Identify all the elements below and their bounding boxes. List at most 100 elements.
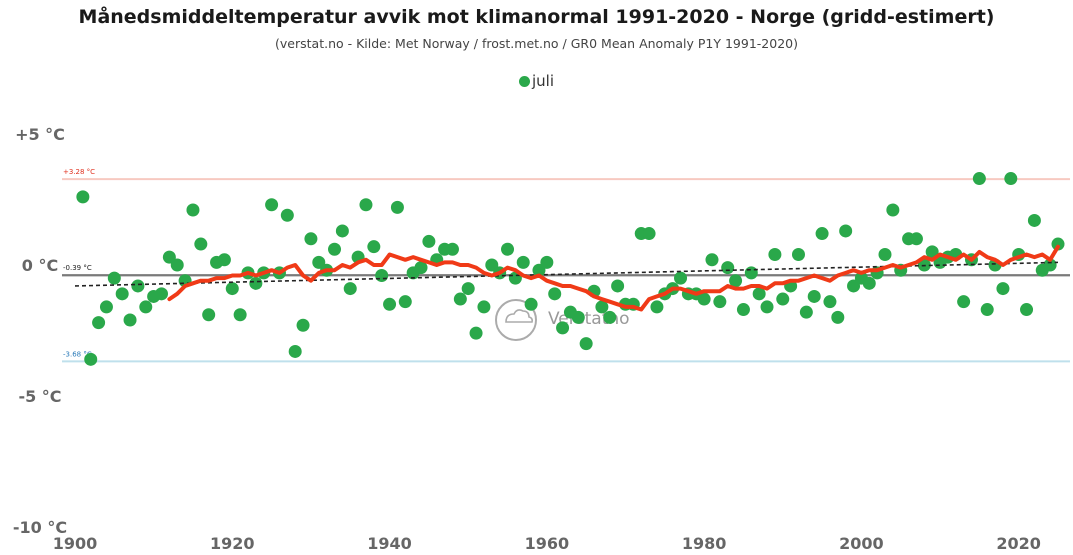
data-point <box>115 287 129 301</box>
data-point <box>194 237 208 251</box>
data-point <box>225 282 239 296</box>
data-point <box>744 266 758 280</box>
legend-marker <box>519 75 530 87</box>
chart-title: Månedsmiddeltemperatur avvik mot klimano… <box>78 6 995 28</box>
data-point <box>202 308 216 322</box>
data-point <box>84 352 98 366</box>
data-point <box>1004 172 1018 186</box>
data-point <box>296 318 310 332</box>
data-point <box>233 308 247 322</box>
x-axis-ticks: 1900 1920 1940 1960 1980 2000 2020 <box>53 534 1041 553</box>
data-point <box>76 190 90 204</box>
data-point <box>107 271 121 285</box>
data-point <box>1020 303 1034 317</box>
data-point <box>925 245 939 259</box>
data-point <box>375 268 389 282</box>
reference-line-label-0: +3.28 °C <box>63 168 95 176</box>
data-point <box>304 232 318 246</box>
data-point <box>571 310 585 324</box>
data-point <box>343 282 357 296</box>
x-tick-label: 2000 <box>839 534 884 553</box>
data-point <box>1027 213 1041 227</box>
data-point <box>390 200 404 214</box>
data-point <box>422 234 436 248</box>
data-point <box>776 292 790 306</box>
data-point <box>807 289 821 303</box>
data-point <box>453 292 467 306</box>
data-point <box>249 276 263 290</box>
data-point <box>721 261 735 275</box>
data-point <box>532 263 546 277</box>
data-point <box>839 224 853 238</box>
legend-label: juli <box>532 72 555 90</box>
data-point <box>131 279 145 293</box>
data-point <box>760 300 774 314</box>
data-point <box>155 287 169 301</box>
data-point <box>162 250 176 264</box>
moving-average-line <box>167 244 1060 312</box>
reference-line-label-2: -3.68 °C <box>63 350 92 358</box>
data-point <box>288 344 302 358</box>
data-point <box>980 303 994 317</box>
data-point <box>909 232 923 246</box>
data-point <box>540 255 554 269</box>
x-tick-label: 1900 <box>53 534 98 553</box>
data-point <box>99 300 113 314</box>
data-point <box>957 295 971 309</box>
data-point <box>170 258 184 272</box>
x-tick-label: 1960 <box>525 534 570 553</box>
reference-line-label-1: -0.39 °C <box>63 264 92 272</box>
data-point <box>878 248 892 262</box>
data-point <box>705 253 719 267</box>
watermark-cloud-icon <box>505 309 533 323</box>
x-tick-label: 2020 <box>996 534 1041 553</box>
data-point <box>556 321 570 335</box>
data-point <box>823 295 837 309</box>
data-point <box>611 279 625 293</box>
data-point <box>461 282 475 296</box>
data-point <box>1043 258 1057 272</box>
data-point <box>414 261 428 275</box>
data-point <box>579 337 593 351</box>
legend-item-juli[interactable]: juli <box>519 72 554 90</box>
data-point <box>445 242 459 256</box>
watermark-logo-icon <box>495 299 537 341</box>
data-point <box>799 305 813 319</box>
y-tick-label: -5 °C <box>18 387 61 406</box>
data-point <box>335 224 349 238</box>
data-point <box>92 316 106 330</box>
data-point <box>123 313 137 327</box>
data-point <box>359 198 373 212</box>
data-point <box>469 326 483 340</box>
data-point <box>398 295 412 309</box>
data-point <box>501 242 515 256</box>
data-point <box>217 253 231 267</box>
data-point <box>280 208 294 222</box>
data-point <box>265 198 279 212</box>
data-point <box>862 276 876 290</box>
data-point <box>831 310 845 324</box>
y-axis-ticks: +5 °C 0 °C -5 °C -10 °C <box>13 125 67 537</box>
x-tick-label: 1940 <box>367 534 412 553</box>
scatter-series-juli <box>76 172 1065 366</box>
data-point <box>603 310 617 324</box>
data-point <box>1051 237 1065 251</box>
data-point <box>312 255 326 269</box>
data-point <box>791 248 805 262</box>
data-point <box>713 295 727 309</box>
data-point <box>328 242 342 256</box>
data-point <box>815 227 829 241</box>
data-point <box>996 282 1010 296</box>
data-point <box>752 287 766 301</box>
data-point <box>674 271 688 285</box>
data-point <box>485 258 499 272</box>
data-point <box>697 292 711 306</box>
data-point <box>595 300 609 314</box>
data-point <box>886 203 900 217</box>
data-point <box>477 300 491 314</box>
data-point <box>548 287 562 301</box>
data-point <box>186 203 200 217</box>
y-tick-label: -10 °C <box>13 518 67 537</box>
data-point <box>367 240 381 254</box>
